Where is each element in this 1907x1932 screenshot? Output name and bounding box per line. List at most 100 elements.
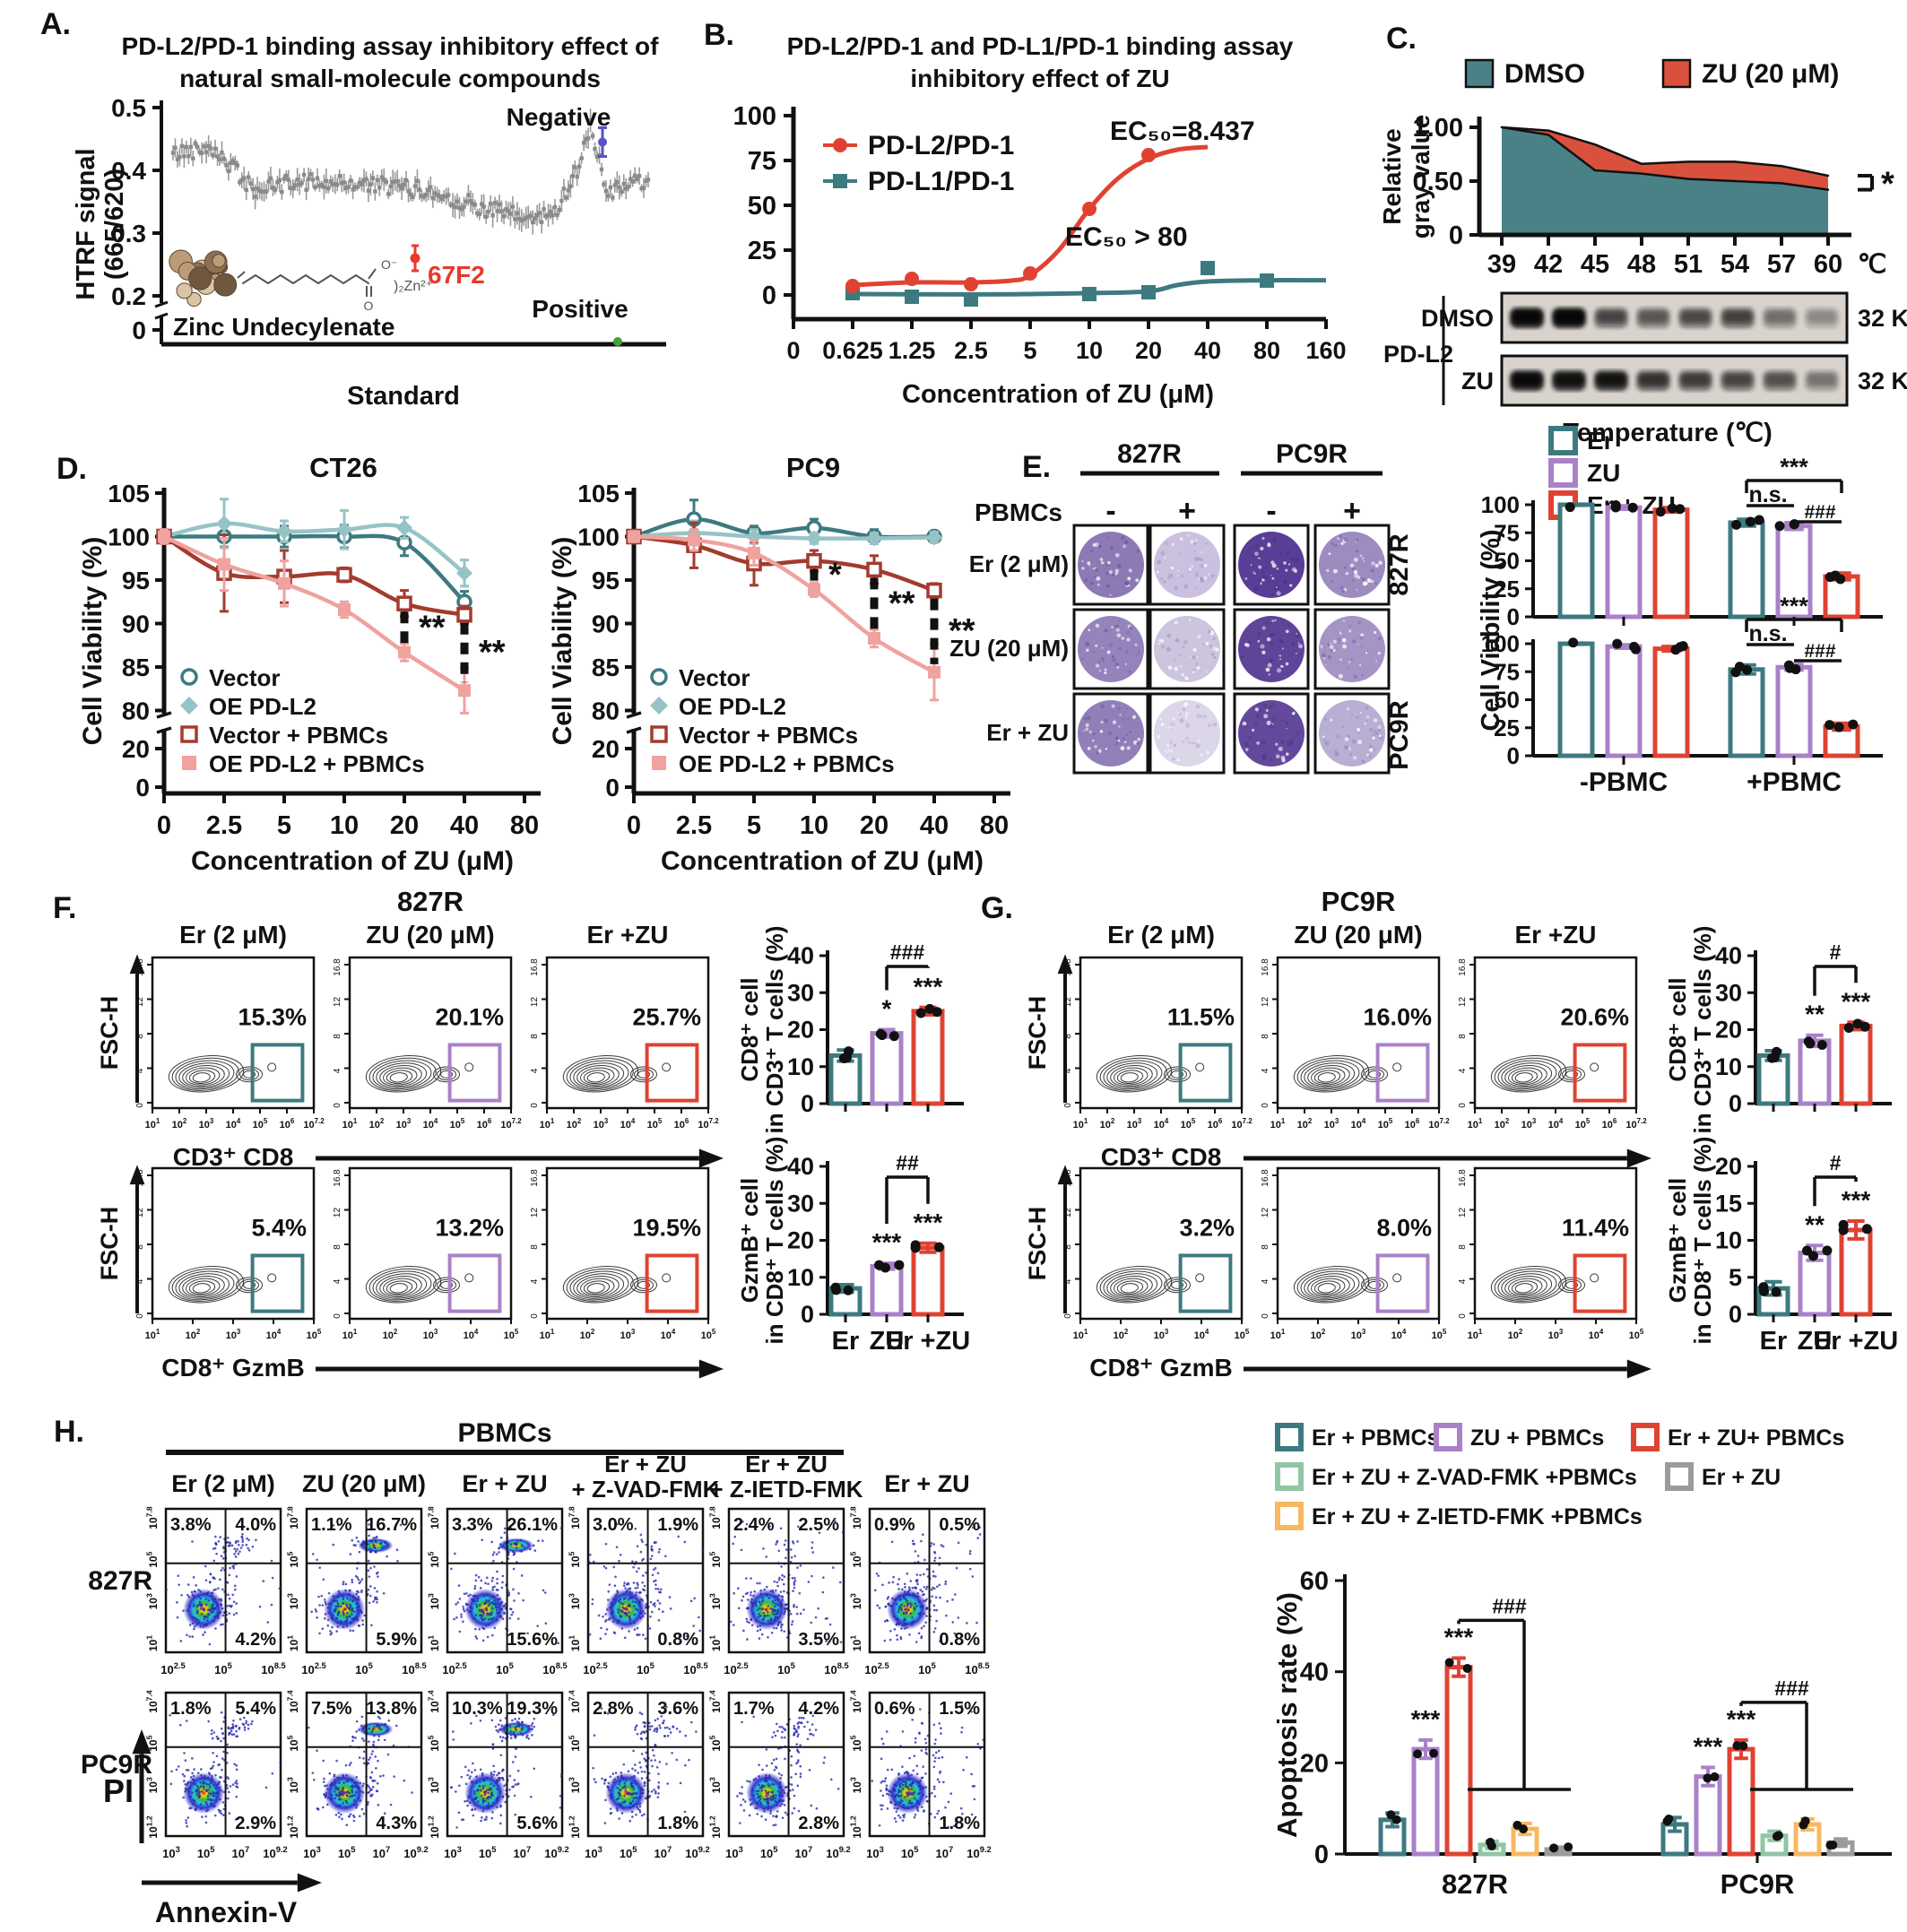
svg-text:160: 160 (1305, 337, 1346, 364)
svg-text:827R: 827R (88, 1566, 152, 1596)
svg-text:827R: 827R (1117, 439, 1182, 469)
svg-text:30: 30 (1715, 979, 1742, 1006)
svg-text:PD-L2: PD-L2 (1383, 341, 1453, 368)
svg-text:32 KD: 32 KD (1858, 368, 1907, 394)
svg-text:40: 40 (1715, 942, 1742, 969)
svg-text:7.5%: 7.5% (311, 1699, 352, 1719)
svg-text:0: 0 (762, 282, 776, 310)
svg-text:10: 10 (787, 1264, 814, 1291)
svg-text:1.9%: 1.9% (657, 1515, 698, 1535)
svg-text:CD8⁺ cell: CD8⁺ cell (1664, 977, 1691, 1081)
svg-text:101: 101 (1468, 1328, 1483, 1341)
svg-text:***: *** (1842, 987, 1871, 1015)
svg-text:25: 25 (748, 237, 776, 265)
svg-text:ZU: ZU (1587, 459, 1620, 487)
svg-text:0: 0 (530, 1313, 540, 1319)
svg-text:80: 80 (122, 697, 150, 725)
svg-text:10.3%: 10.3% (452, 1699, 503, 1719)
svg-text:0.9%: 0.9% (874, 1515, 915, 1535)
panel-b-xlabel: Concentration of ZU (μM) (902, 380, 1214, 409)
svg-text:in CD3⁺ T cells (%): in CD3⁺ T cells (%) (1689, 926, 1716, 1134)
svg-text:0: 0 (135, 1103, 145, 1108)
svg-text:103: 103 (199, 1117, 214, 1131)
svg-text:8: 8 (1063, 1034, 1073, 1039)
svg-text:0.3: 0.3 (111, 220, 146, 247)
panel-c-letter: C. (1386, 22, 1417, 56)
svg-text:GzmB⁺ cell: GzmB⁺ cell (736, 1178, 763, 1303)
svg-text:0: 0 (801, 1301, 814, 1328)
svg-text:2.4%: 2.4% (733, 1515, 775, 1535)
svg-text:ZU: ZU (1798, 1327, 1833, 1356)
svg-text:)₂Zn²⁺: )₂Zn²⁺ (394, 279, 433, 294)
svg-text:1.25: 1.25 (888, 337, 936, 364)
svg-text:103: 103 (1154, 1328, 1169, 1341)
svg-text:***: *** (1780, 454, 1808, 481)
svg-text:40: 40 (787, 942, 814, 969)
svg-text:Er +ZU: Er +ZU (1514, 921, 1596, 949)
svg-text:2.8%: 2.8% (798, 1814, 839, 1833)
svg-text:104: 104 (226, 1117, 241, 1131)
svg-text:*: * (882, 995, 892, 1023)
svg-text:1.8%: 1.8% (657, 1814, 698, 1833)
svg-text:103: 103 (620, 1328, 636, 1341)
svg-text:Er +ZU: Er +ZU (886, 1327, 970, 1356)
svg-text:4: 4 (530, 1278, 540, 1284)
svg-text:8: 8 (333, 1244, 342, 1250)
svg-text:8: 8 (1261, 1034, 1270, 1039)
svg-text:5: 5 (277, 811, 291, 840)
svg-text:4.2%: 4.2% (798, 1699, 839, 1719)
svg-text:PC9: PC9 (786, 452, 840, 483)
svg-text:gray value: gray value (1407, 115, 1435, 239)
svg-text:107.2: 107.2 (500, 1117, 522, 1131)
svg-text:104: 104 (464, 1328, 479, 1341)
svg-text:20: 20 (592, 735, 620, 763)
svg-text:0.4: 0.4 (111, 157, 146, 185)
svg-text:##: ## (896, 1151, 919, 1174)
panel-f: F. 827R Er (2 μM) ZU (20 μM) Er +ZU 15.3% 16.… (40, 884, 977, 1417)
svg-text:0: 0 (1261, 1103, 1270, 1108)
svg-text:5: 5 (1729, 1264, 1742, 1291)
svg-text:5.4%: 5.4% (251, 1215, 307, 1242)
svg-text:in CD8⁺ T cells (%): in CD8⁺ T cells (%) (1689, 1137, 1716, 1345)
svg-text:Er +ZU: Er +ZU (1814, 1327, 1898, 1356)
svg-text:0.2: 0.2 (111, 282, 146, 310)
svg-text:PBMCs: PBMCs (457, 1418, 551, 1448)
svg-text:102: 102 (1311, 1328, 1326, 1341)
svg-text:106: 106 (280, 1117, 295, 1131)
svg-text:5: 5 (747, 811, 761, 840)
svg-text:Concentration of ZU (μM): Concentration of ZU (μM) (191, 846, 514, 876)
svg-text:107.2: 107.2 (1428, 1117, 1450, 1131)
svg-text:+: + (1343, 494, 1361, 528)
svg-text:0: 0 (801, 1090, 814, 1117)
panel-c: C. DMSO ZU (20 μM) 1.00 0.50 0 39 42 45 48 51 54 57… (1378, 7, 1907, 447)
svg-text:OE PD-L2: OE PD-L2 (679, 693, 786, 720)
svg-text:OE PD-L2: OE PD-L2 (209, 693, 316, 720)
svg-text:0.625: 0.625 (822, 337, 883, 364)
svg-text:105: 105 (1378, 1117, 1393, 1131)
svg-text:104: 104 (1548, 1117, 1564, 1131)
svg-text:#: # (1830, 1151, 1842, 1174)
svg-text:-: - (1105, 494, 1115, 528)
svg-text:0: 0 (605, 774, 620, 801)
svg-text:80: 80 (510, 811, 539, 840)
svg-text:104: 104 (620, 1117, 636, 1131)
svg-text:8: 8 (1063, 1244, 1073, 1250)
panel-d-pc9-plot: 105 100 95 90 85 80 20 00 2.5 5 10 20 40 80 PC9 Cell Vi… (548, 452, 1010, 876)
svg-text:16.8: 16.8 (1261, 958, 1270, 976)
panel-e-letter: E. (1022, 450, 1052, 484)
svg-text:1.00: 1.00 (1413, 114, 1463, 143)
svg-text:ZU (20 μM): ZU (20 μM) (302, 1470, 426, 1497)
svg-text:103: 103 (1324, 1117, 1339, 1131)
svg-text:+: + (1178, 494, 1196, 528)
svg-text:45: 45 (1581, 250, 1609, 279)
svg-text:PBMCs: PBMCs (975, 498, 1062, 526)
svg-text:105: 105 (108, 480, 150, 507)
svg-text:101: 101 (145, 1117, 160, 1131)
svg-text:2.5: 2.5 (676, 811, 712, 840)
svg-text:101: 101 (1270, 1117, 1286, 1131)
svg-text:Er (2 μM): Er (2 μM) (179, 921, 287, 949)
svg-text:30: 30 (787, 979, 814, 1006)
svg-text:20: 20 (1715, 1017, 1742, 1044)
svg-text:102: 102 (1495, 1117, 1510, 1131)
svg-text:O⁻: O⁻ (381, 257, 397, 272)
